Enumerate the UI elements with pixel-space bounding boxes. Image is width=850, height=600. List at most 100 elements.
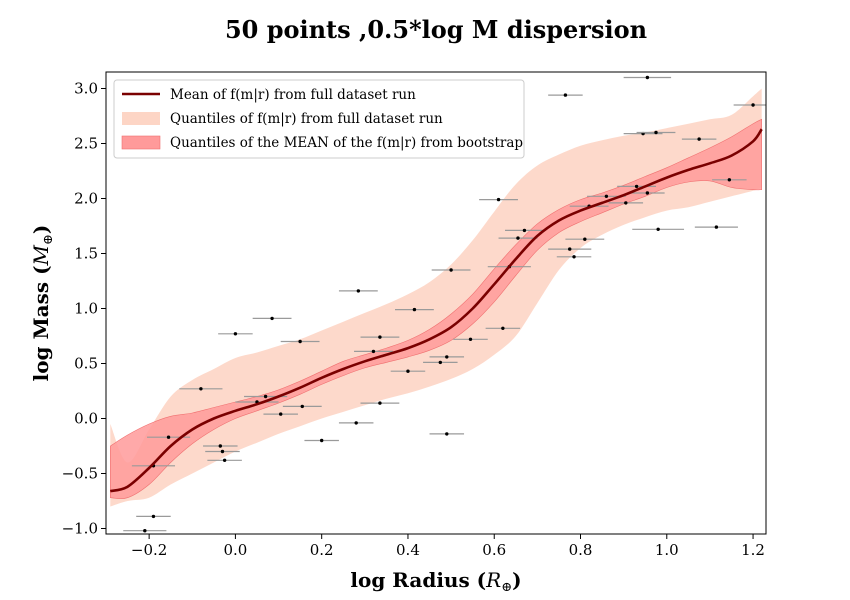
data-point <box>390 369 426 373</box>
data-point <box>338 421 374 425</box>
point-marker <box>199 387 203 391</box>
data-point <box>565 237 605 241</box>
point-marker <box>654 130 658 135</box>
point-marker <box>568 247 572 251</box>
data-point <box>252 316 292 321</box>
data-point <box>636 130 676 135</box>
point-marker <box>218 444 223 448</box>
x-tick-label: −0.2 <box>131 541 167 559</box>
data-point <box>282 404 322 409</box>
legend-swatch-patch <box>121 135 161 150</box>
data-point <box>548 93 583 97</box>
data-point <box>431 268 471 272</box>
point-marker <box>356 289 361 293</box>
point-marker <box>522 228 527 233</box>
data-point <box>479 197 518 202</box>
data-point <box>123 529 167 533</box>
point-marker <box>496 197 501 202</box>
point-marker <box>468 337 473 341</box>
data-point <box>203 444 238 448</box>
point-marker <box>220 449 225 454</box>
x-axis-label-text: log Radius ( <box>350 568 486 592</box>
y-tick-label: 1.0 <box>74 300 98 318</box>
legend-entry-label: Quantiles of f(m|r) from full dataset ru… <box>170 111 443 127</box>
y-tick-label: 2.5 <box>74 135 98 153</box>
x-tick-label: 1.2 <box>741 541 765 559</box>
data-point <box>505 228 544 233</box>
point-marker <box>697 137 701 141</box>
data-point <box>694 225 738 229</box>
y-axis-unit: M <box>29 244 53 266</box>
data-point <box>429 432 465 436</box>
data-point <box>733 103 766 107</box>
data-point <box>608 201 644 205</box>
y-axis-unit-sub: ⊕ <box>41 234 56 245</box>
legend: Mean of f(m|r) from full dataset run Quan… <box>113 79 525 159</box>
point-marker <box>645 75 650 80</box>
point-marker <box>263 394 268 399</box>
point-marker <box>151 514 156 519</box>
data-point <box>712 178 747 182</box>
point-marker <box>222 458 227 462</box>
point-marker <box>378 335 382 339</box>
y-tick-label: −1.0 <box>62 520 98 538</box>
point-marker <box>445 432 449 436</box>
data-point <box>354 349 393 354</box>
point-marker <box>449 268 453 272</box>
point-marker <box>371 349 376 354</box>
x-tick-label: 0.8 <box>569 541 593 559</box>
y-axis-label: log Mass (M⊕) <box>29 225 56 382</box>
inner-quantile-band <box>110 118 762 499</box>
point-marker <box>279 412 283 416</box>
data-point <box>280 339 320 344</box>
point-marker <box>501 326 505 330</box>
y-tick-label: −0.5 <box>62 465 98 483</box>
data-point <box>395 307 434 312</box>
x-tick-label: 0.6 <box>482 541 506 559</box>
data-point <box>360 335 400 339</box>
point-marker <box>634 184 639 189</box>
data-point <box>218 332 253 336</box>
point-marker <box>300 404 304 409</box>
point-marker <box>516 236 520 240</box>
legend-entry-label: Quantiles of the MEAN of the f(m|r) from… <box>170 135 523 151</box>
point-marker <box>714 225 719 229</box>
data-point <box>681 137 717 141</box>
y-tick-label: 3.0 <box>74 80 98 98</box>
point-marker <box>354 421 358 425</box>
y-tick-label: 0.0 <box>74 410 98 428</box>
plot-area <box>109 75 766 533</box>
point-marker <box>604 194 609 198</box>
x-axis-label-close: ) <box>512 568 521 592</box>
data-point <box>207 458 242 462</box>
data-point <box>304 438 339 443</box>
data-point <box>429 355 465 359</box>
legend-swatch-patch <box>122 112 160 125</box>
x-axis-label: log Radius (R⊕) <box>350 568 521 595</box>
mean-curve <box>109 128 763 493</box>
data-point <box>632 227 685 231</box>
data-point <box>263 412 298 416</box>
x-axis-unit-sub: ⊕ <box>501 580 512 595</box>
data-point <box>453 337 488 341</box>
point-marker <box>645 191 650 195</box>
x-tick-label: 0.2 <box>310 541 334 559</box>
point-marker <box>445 355 449 359</box>
y-axis-label-text: log Mass ( <box>29 265 53 381</box>
x-tick-label: 0.0 <box>223 541 247 559</box>
y-tick-label: 1.5 <box>74 245 98 263</box>
point-marker <box>438 360 443 365</box>
point-marker <box>233 332 238 336</box>
point-marker <box>143 529 147 533</box>
y-axis-label-close: ) <box>29 225 53 234</box>
axes-ticks: −0.2 0.0 0.2 0.4 0.6 0.8 1.0 1.2 −1.0 −0.5 0.0 0.5 1… <box>62 80 765 560</box>
data-point <box>179 387 223 391</box>
x-tick-label: 0.4 <box>396 541 420 559</box>
chart-title: 50 points ,0.5*log M dispersion <box>225 15 647 44</box>
plot-frame <box>105 71 767 535</box>
y-tick-label: 0.5 <box>74 355 98 373</box>
point-marker <box>656 227 660 231</box>
point-marker <box>727 178 732 182</box>
data-point <box>623 75 672 80</box>
